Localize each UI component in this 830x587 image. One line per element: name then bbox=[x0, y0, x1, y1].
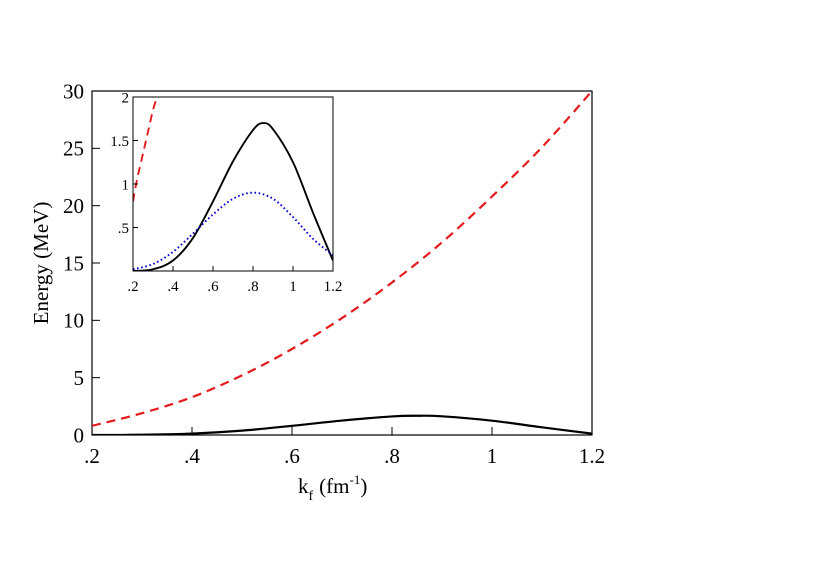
main-xtick-label: .4 bbox=[184, 444, 200, 468]
main-series-dashed-line bbox=[92, 91, 592, 427]
main-ytick-label: 30 bbox=[63, 79, 84, 103]
x-axis-title-k: k bbox=[298, 474, 309, 498]
main-ytick-label: 5 bbox=[74, 366, 85, 390]
main-series-solid-line bbox=[92, 414, 592, 435]
x-axis-title-unit-open: (fm bbox=[319, 474, 349, 498]
inset-series-solid-line bbox=[133, 122, 333, 271]
inset-ytick-label: 1.5 bbox=[110, 134, 129, 150]
inset-xtick-label: .2 bbox=[127, 279, 138, 295]
inset-series-group bbox=[133, 97, 333, 271]
inset-xtick-label: .6 bbox=[207, 279, 219, 295]
x-axis-title: kf (fm-1) bbox=[298, 472, 367, 504]
main-ytick-label: 10 bbox=[63, 309, 84, 333]
inset-axis-ticks: .2 .4 .6 .8 1 1.2 .5 1 1.5 2 bbox=[110, 90, 342, 295]
x-axis-title-sub: f bbox=[309, 489, 314, 504]
inset-xtick-label: .8 bbox=[247, 279, 258, 295]
x-axis-title-unit-close: ) bbox=[360, 474, 367, 498]
inset-series-dashed-line bbox=[133, 97, 158, 202]
main-xtick-label: 1.2 bbox=[579, 444, 605, 468]
inset-ytick-label: 1 bbox=[122, 177, 130, 193]
main-series-group bbox=[92, 91, 592, 435]
main-ytick-label: 25 bbox=[63, 137, 84, 161]
inset-ytick-label: 2 bbox=[122, 90, 130, 106]
inset-xtick-label: 1 bbox=[289, 279, 297, 295]
y-axis-title: Energy (MeV) bbox=[29, 202, 53, 325]
main-xtick-label: .2 bbox=[84, 444, 100, 468]
inset-xtick-label: 1.2 bbox=[324, 279, 343, 295]
main-ytick-label: 0 bbox=[74, 423, 85, 447]
inset-ytick-label: .5 bbox=[118, 221, 129, 237]
main-xtick-label: 1 bbox=[487, 444, 498, 468]
main-xtick-label: .8 bbox=[384, 444, 400, 468]
main-ytick-label: 15 bbox=[63, 251, 84, 275]
main-xtick-label: .6 bbox=[284, 444, 300, 468]
main-ytick-label: 20 bbox=[63, 194, 84, 218]
inset-xtick-label: .4 bbox=[167, 279, 179, 295]
inset-series-dotted-line bbox=[133, 191, 333, 271]
x-axis-title-unit-exp: -1 bbox=[350, 472, 361, 487]
inset-background bbox=[133, 97, 333, 271]
